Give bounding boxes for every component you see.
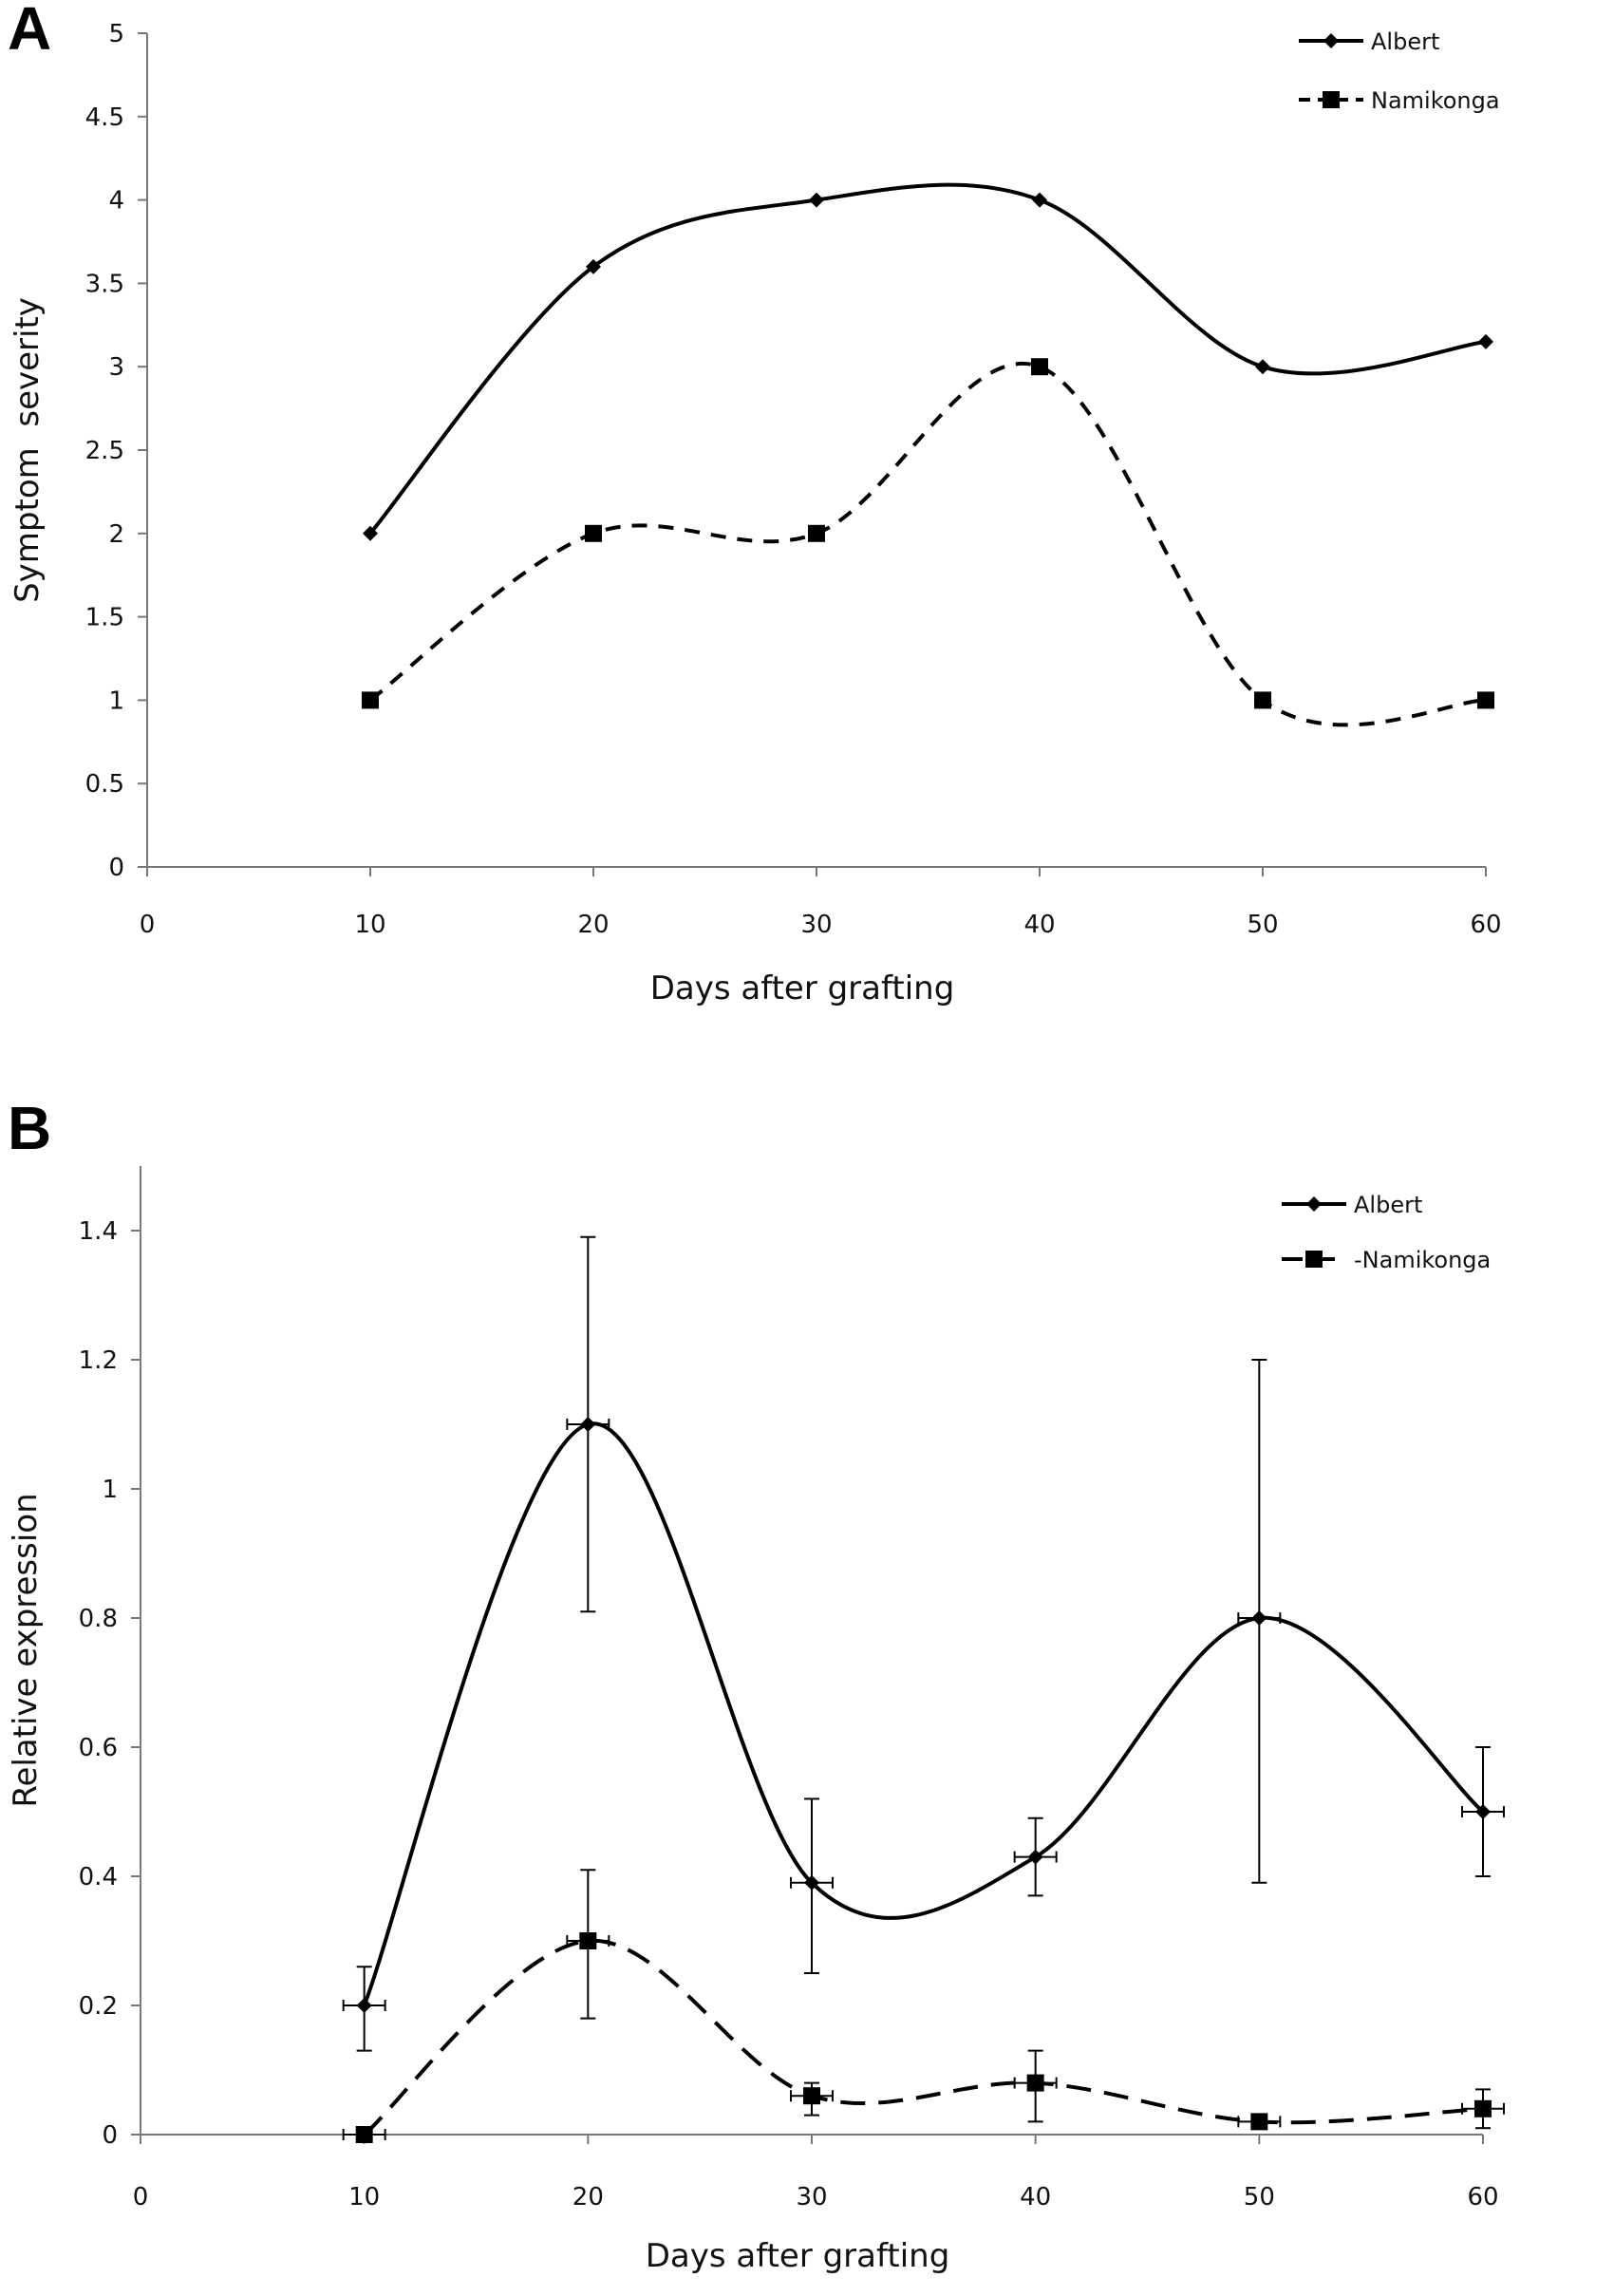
panel-letter-a: A [8,0,51,63]
data-point [1032,192,1047,208]
legend-item-namikonga: Namikonga [1299,87,1500,114]
data-point [1031,358,1048,376]
data-point [363,525,378,541]
x-tick-label: 20 [572,2183,604,2211]
y-tick-label: 5 [108,20,124,48]
data-point [586,258,601,274]
data-point [355,2126,373,2143]
legend-label: Albert [1371,28,1439,55]
data-point [362,691,379,709]
legend-label: Albert [1354,1192,1422,1218]
data-point [1250,2113,1268,2131]
y-tick-label: 0 [102,2121,118,2150]
data-point [1474,2099,1492,2117]
y-tick-label: 1 [102,1476,118,1504]
data-point [1255,359,1270,375]
x-tick-label: 50 [1247,911,1278,939]
y-axis-title: Symptom severity [9,297,47,603]
data-point [1026,2074,1044,2092]
x-tick-label: 0 [140,911,156,939]
x-tick-label: 10 [348,2183,380,2211]
legend-item-albert: Albert [1282,1192,1422,1218]
x-tick-label: 60 [1467,2183,1498,2211]
legend-item-albert: Albert [1299,28,1439,55]
y-tick-label: 4.5 [85,104,124,132]
data-point [809,192,824,208]
data-point [1254,691,1271,709]
data-point [804,1874,819,1891]
legend-marker [1306,1196,1322,1212]
series-line [368,182,1487,536]
data-point [580,1417,596,1432]
x-tick-label: 60 [1470,911,1501,939]
legend-label: -Namikonga [1354,1247,1491,1273]
x-tick-label: 30 [800,911,832,939]
y-tick-label: 0.5 [85,770,124,799]
y-tick-label: 0.6 [79,1734,118,1762]
y-tick-label: 2.5 [85,437,124,465]
data-point [579,1932,597,1949]
data-point [1478,333,1493,349]
y-tick-label: 0 [108,854,124,882]
y-tick-label: 1 [108,687,124,715]
x-tick-label: 10 [354,911,385,939]
y-tick-label: 1.4 [79,1217,118,1246]
data-point [1475,1804,1491,1819]
series-namikonga [342,1869,1505,2143]
data-point [1251,1610,1267,1626]
series-namikonga [362,358,1494,727]
series-albert [342,1235,1505,2052]
series-albert [363,182,1493,541]
legend-item-namikonga: -Namikonga [1282,1247,1491,1273]
y-tick-label: 0.8 [79,1605,118,1633]
legend-marker [1323,33,1339,48]
y-tick-label: 3.5 [85,270,124,298]
data-point [803,2087,820,2105]
y-tick-label: 0.4 [79,1863,118,1891]
legend-marker [1323,91,1340,108]
data-point [1477,691,1494,709]
x-axis-title: Days after grafting [646,2237,950,2275]
legend-marker [1305,1251,1323,1268]
legend-label: Namikonga [1371,87,1500,114]
data-point [585,524,602,542]
y-tick-label: 1.2 [79,1346,118,1375]
x-tick-label: 0 [133,2183,149,2211]
series-line [362,1421,1485,2006]
x-tick-label: 30 [796,2183,827,2211]
y-tick-label: 3 [108,353,124,382]
data-point [356,1998,372,2013]
y-axis-title: Relative expression [7,1493,45,1807]
x-axis-title: Days after grafting [650,969,955,1007]
series-line [368,362,1487,727]
y-tick-label: 2 [108,520,124,549]
x-tick-label: 50 [1244,2183,1275,2211]
y-tick-label: 1.5 [85,604,124,632]
x-tick-label: 20 [577,911,609,939]
x-tick-label: 40 [1020,2183,1051,2211]
data-point [1027,1849,1043,1865]
chart-b: 0 0.2 0.4 0.6 0.8 1 1.2 1.4 0 10 20 30 40 50 60 Days af… [7,1166,1505,2275]
series-line [363,1938,1484,2136]
y-tick-label: 0.2 [79,1992,118,2021]
y-tick-label: 4 [108,187,124,216]
panel-letter-b: B [8,1094,51,1162]
x-tick-label: 40 [1023,911,1055,939]
data-point [808,524,825,542]
